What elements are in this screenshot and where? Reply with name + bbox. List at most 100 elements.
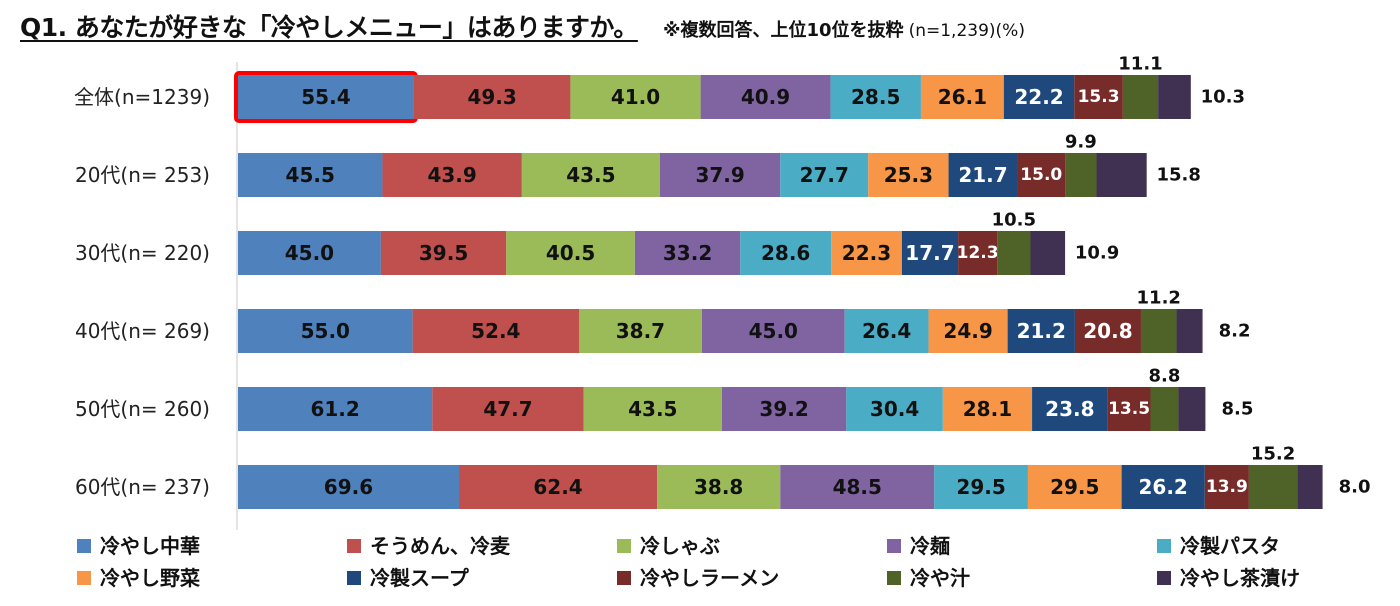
data-label: 22.2	[1014, 85, 1063, 109]
category-label: 60代(n= 237)	[75, 475, 210, 499]
bar-segment	[1178, 387, 1206, 431]
data-label: 26.2	[1139, 475, 1188, 499]
category-label: 20代(n= 253)	[75, 163, 210, 187]
data-label: 15.2	[1251, 444, 1295, 465]
bar-segment	[830, 75, 921, 119]
bar-segment	[659, 153, 781, 197]
legend-swatch	[887, 539, 901, 553]
data-label: 21.7	[958, 163, 1007, 187]
data-label: 39.5	[419, 241, 468, 265]
data-label: 24.9	[943, 319, 992, 343]
legend-label: 冷製パスタ	[1180, 534, 1280, 558]
bar-segment	[412, 309, 579, 353]
data-label: 37.9	[695, 163, 744, 187]
bar-segment	[1007, 309, 1075, 353]
data-label: 52.4	[471, 319, 520, 343]
data-label: 29.5	[1050, 475, 1099, 499]
data-label: 21.2	[1017, 319, 1066, 343]
data-label: 11.2	[1137, 288, 1181, 309]
bar-segment	[1150, 387, 1179, 431]
bar-segment	[948, 153, 1018, 197]
bar-segment	[780, 465, 935, 509]
legend-label: 冷麺	[910, 534, 950, 558]
legend-label: 冷やし野菜	[100, 566, 200, 590]
bar-segment	[1121, 465, 1205, 509]
bar-segment	[1204, 465, 1249, 509]
data-label: 13.5	[1108, 399, 1150, 419]
data-label: 25.3	[884, 163, 933, 187]
legend-label: 冷やしラーメン	[640, 566, 779, 590]
bar-segment	[238, 465, 459, 509]
data-label: 28.6	[761, 241, 810, 265]
data-label: 8.2	[1219, 321, 1251, 342]
data-label: 8.5	[1221, 399, 1253, 420]
data-label: 40.9	[741, 85, 790, 109]
bar-segment	[700, 75, 831, 119]
bar-segment	[1297, 465, 1323, 509]
data-label: 8.8	[1149, 366, 1181, 387]
bar-segment	[1017, 153, 1066, 197]
data-label: 23.8	[1045, 397, 1094, 421]
data-label: 33.2	[663, 241, 712, 265]
data-label: 8.0	[1339, 477, 1371, 498]
bar-segment	[432, 387, 584, 431]
legend-swatch	[887, 571, 901, 585]
legend-swatch	[347, 571, 361, 585]
bar-segment	[506, 231, 635, 275]
legend-label: 冷やし茶漬け	[1180, 566, 1300, 590]
chart-note: ※複数回答、上位10位を抜粋	[662, 20, 904, 41]
data-label: 20.8	[1083, 319, 1132, 343]
bar-segment	[1096, 153, 1147, 197]
data-label: 9.9	[1065, 132, 1097, 153]
legend-swatch	[1157, 539, 1171, 553]
data-label: 43.5	[566, 163, 615, 187]
bar-segment	[1030, 231, 1066, 275]
bar-segment	[846, 387, 943, 431]
bar-segment	[844, 309, 929, 353]
data-label: 27.7	[800, 163, 849, 187]
data-label: 55.4	[301, 85, 350, 109]
data-label: 40.5	[546, 241, 595, 265]
bar-segment	[942, 387, 1033, 431]
data-label: 45.0	[749, 319, 798, 343]
bar-segment	[928, 309, 1008, 353]
data-label: 15.8	[1156, 165, 1200, 186]
bar-segment	[578, 309, 702, 353]
bar-segment	[868, 153, 949, 197]
category-label: 40代(n= 269)	[75, 319, 210, 343]
data-label: 41.0	[611, 85, 660, 109]
data-label: 22.3	[842, 241, 891, 265]
data-label: 30.4	[870, 397, 919, 421]
data-label: 38.8	[694, 475, 743, 499]
bar-segment	[1032, 387, 1108, 431]
bar-segment	[958, 231, 998, 275]
sample-size: (n=1,239)(%)	[908, 21, 1025, 41]
bar-segment	[1027, 465, 1122, 509]
legend-label: 冷やし中華	[100, 534, 200, 558]
bar-segment	[1074, 309, 1141, 353]
data-label: 48.5	[833, 475, 882, 499]
data-label: 45.0	[285, 241, 334, 265]
bar-segment	[1176, 309, 1203, 353]
data-label: 39.2	[759, 397, 808, 421]
bar-segment	[920, 75, 1004, 119]
data-label: 10.9	[1075, 243, 1119, 264]
legend-label: 冷製スープ	[370, 566, 470, 590]
bar-segment	[1158, 75, 1191, 119]
data-label: 11.1	[1118, 54, 1162, 75]
category-label: 全体(n=1239)	[74, 85, 210, 109]
bar-segment	[380, 231, 507, 275]
bar-segment	[831, 231, 902, 275]
legend-label: 冷しゃぶ	[640, 534, 720, 558]
category-label: 30代(n= 220)	[75, 241, 210, 265]
bar-segment	[1065, 153, 1097, 197]
data-label: 62.4	[533, 475, 582, 499]
bar-segment	[238, 75, 414, 119]
legend-label: 冷や汁	[910, 566, 970, 590]
bar-segment	[1122, 75, 1159, 119]
data-label: 49.3	[467, 85, 516, 109]
bar-segment	[997, 231, 1031, 275]
legend-swatch	[1157, 571, 1171, 585]
data-label: 43.5	[628, 397, 677, 421]
data-label: 15.0	[1020, 165, 1062, 185]
